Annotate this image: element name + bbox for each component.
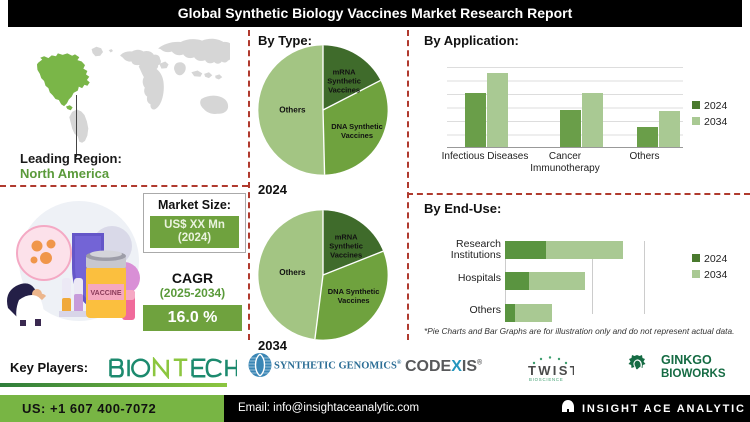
svg-text:Synthetic: Synthetic [329, 241, 363, 250]
svg-text:Vaccines: Vaccines [341, 131, 373, 140]
svg-text:mRNA: mRNA [333, 68, 356, 77]
svg-text:DNA Synthetic: DNA Synthetic [328, 287, 380, 296]
svg-text:mRNA: mRNA [335, 233, 358, 242]
svg-text:Others: Others [279, 106, 306, 115]
svg-text:Vaccines: Vaccines [328, 85, 360, 94]
svg-text:BIOSCIENCE: BIOSCIENCE [529, 377, 564, 382]
svg-text:DNA Synthetic: DNA Synthetic [331, 122, 383, 131]
svg-text:Vaccines: Vaccines [338, 296, 370, 305]
svg-text:Others: Others [279, 268, 306, 277]
svg-text:Vaccines: Vaccines [330, 250, 362, 259]
svg-text:TWIST: TWIST [528, 363, 574, 378]
svg-text:Synthetic: Synthetic [327, 76, 361, 85]
svg-text:VACCINE: VACCINE [91, 290, 122, 297]
